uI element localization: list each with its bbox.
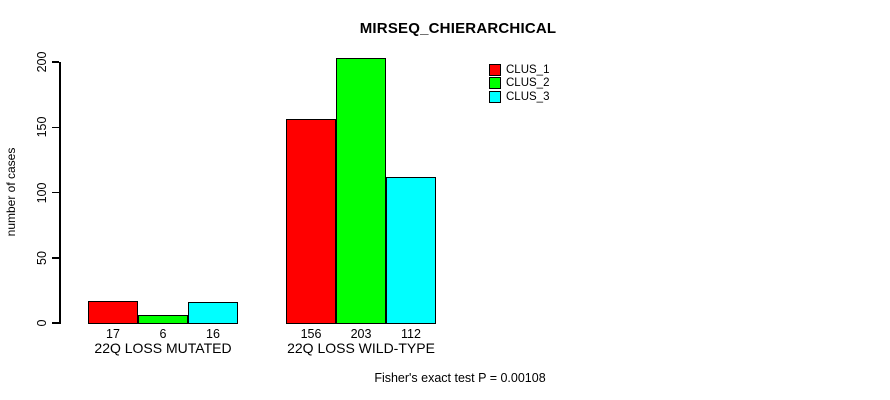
bar-value-label: 16 [206, 327, 220, 341]
bar-clus_3-2 [386, 176, 436, 325]
legend-item-clus_3: CLUS_3 [489, 90, 549, 104]
y-tick-label: 200 [35, 51, 49, 73]
y-tick [52, 61, 59, 63]
legend-label: CLUS_2 [506, 77, 550, 90]
annotation-caption: Fisher's exact test P = 0.00108 [374, 371, 546, 385]
bar-clus_1-2 [286, 119, 336, 325]
legend-item-clus_2: CLUS_2 [489, 77, 549, 91]
chart-title: MIRSEQ_CHIERARCHICAL [359, 20, 557, 37]
y-tick [52, 191, 59, 194]
legend-label: CLUS_3 [506, 90, 550, 103]
y-tick [52, 257, 59, 259]
legend-swatch-icon [489, 77, 501, 90]
bar-clus_3-1 [188, 302, 238, 325]
y-axis-line [59, 62, 61, 324]
bar-value-label: 203 [350, 327, 372, 341]
category-label: 22Q LOSS WILD-TYPE [287, 340, 435, 356]
category-label: 22Q LOSS MUTATED [94, 340, 232, 356]
y-tick [52, 126, 59, 128]
bar-clus_1-1 [88, 300, 138, 325]
bar-value-label: 156 [300, 327, 322, 341]
legend-label: CLUS_1 [506, 63, 550, 76]
bar-value-label: 17 [106, 327, 120, 341]
bar-clus_2-2 [336, 58, 386, 325]
bar-clus_2-1 [138, 315, 188, 325]
legend-swatch-icon [489, 63, 501, 76]
y-tick-label: 50 [35, 250, 49, 265]
y-tick-label: 150 [35, 116, 49, 138]
y-tick-label: 0 [35, 319, 49, 327]
legend-swatch-icon [489, 90, 501, 103]
bar-value-label: 6 [159, 327, 167, 341]
bar-value-label: 112 [401, 327, 421, 341]
legend-item-clus_1: CLUS_1 [489, 63, 549, 77]
legend: CLUS_1 CLUS_2 CLUS_3 [489, 63, 549, 104]
y-tick [52, 322, 59, 324]
y-tick-label: 100 [35, 182, 49, 203]
